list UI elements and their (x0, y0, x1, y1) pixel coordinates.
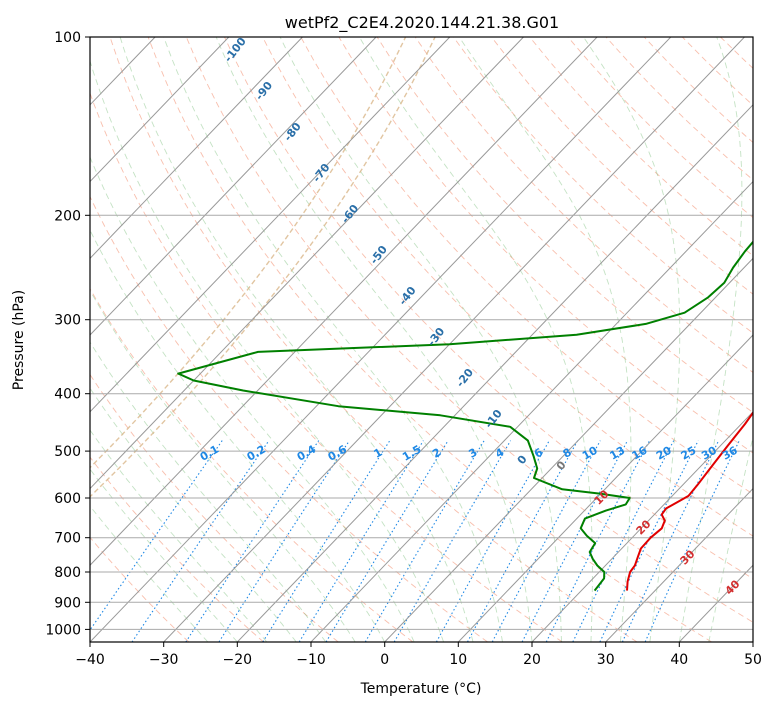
moist-adiabat-line (458, 37, 632, 642)
mixing-ratio-line (185, 440, 320, 642)
isotherm-line (457, 334, 753, 642)
y-tick-label: 700 (54, 531, 81, 547)
plot-frame (89, 36, 754, 643)
y-axis: 100 200 300 400 500 600 700 800 900 1000 (45, 30, 90, 638)
y-tick-label: 900 (54, 595, 81, 611)
mixing-ratio-line (90, 440, 223, 632)
moist-adiabat-line (90, 387, 297, 642)
moist-adiabat-line (90, 341, 327, 642)
isotherm-line (90, 37, 377, 336)
mixing-ratio-line (131, 440, 270, 642)
ice-curve-line (90, 37, 436, 498)
isotherm-line (90, 37, 524, 490)
data-series (177, 240, 753, 592)
mixing-ratio-line (218, 440, 350, 642)
moist-adiabat-line (163, 37, 503, 642)
dry-adiabat-line (90, 195, 488, 642)
x-tick-label: −20 (223, 652, 253, 668)
mixing-ratio-line (364, 440, 485, 642)
isotherm-line (384, 257, 753, 642)
moist-adiabat-line (215, 37, 533, 642)
isotherm-line (531, 411, 753, 642)
ice-curve-line (90, 37, 407, 469)
background-reference-lines (90, 37, 753, 642)
dry-adiabat-line (414, 37, 753, 373)
moist-adiabat-line (359, 37, 593, 642)
isotherm-line (605, 487, 753, 642)
mixing-ratio-line (644, 440, 740, 642)
x-tick-label: 0 (380, 652, 389, 668)
y-tick-label: 200 (54, 208, 81, 224)
mixing-ratio-line (491, 440, 601, 642)
moist-adiabat-line (90, 289, 356, 642)
dry-adiabat-line (90, 456, 264, 642)
mixing-ratio-line (298, 440, 424, 642)
moist-adiabat-line (90, 59, 445, 642)
moist-adiabat-line (708, 434, 753, 642)
mixing-ratio-line (262, 440, 391, 642)
x-tick-label: 40 (670, 652, 688, 668)
dry-adiabat-line (185, 37, 753, 623)
y-tick-label: 600 (54, 491, 81, 507)
y-tick-label: 500 (54, 444, 81, 460)
x-axis: −40 −30 −20 −10 0 10 20 30 40 50 (75, 642, 762, 668)
moist-adiabat-line (90, 429, 268, 642)
x-tick-label: −40 (75, 652, 105, 668)
x-tick-label: −10 (296, 652, 326, 668)
dry-adiabat-line (147, 37, 712, 642)
grid-lines (90, 37, 753, 642)
y-tick-label: 400 (54, 387, 81, 403)
x-tick-label: 10 (449, 652, 467, 668)
x-tick-label: 30 (597, 652, 615, 668)
y-axis-title: Pressure (hPa) (11, 290, 27, 390)
x-tick-label: 50 (744, 652, 762, 668)
isotherm-line (310, 180, 753, 642)
mixing-ratio-line (599, 440, 699, 642)
isotherm-line (90, 37, 672, 642)
y-tick-label: 1000 (45, 622, 81, 638)
temperature-profile-line (626, 411, 753, 591)
moist-adiabat-line (90, 468, 238, 642)
mixing-ratio-line (467, 440, 579, 642)
moist-adiabat-line (583, 37, 681, 642)
dry-adiabat-line (90, 91, 563, 642)
isotherm-line (90, 37, 303, 260)
moist-adiabat-line (90, 229, 386, 642)
isotherm-line (236, 104, 753, 642)
chart-title: wetPf2_C2E4.2020.144.21.38.G01 (285, 13, 559, 33)
isotherm-line (163, 37, 745, 642)
moist-adiabat-line (678, 37, 743, 642)
isotherm-line (90, 37, 230, 183)
x-tick-label: 20 (523, 652, 541, 668)
y-tick-label: 100 (54, 30, 81, 46)
mixing-ratio-line (572, 440, 675, 642)
y-tick-label: 800 (54, 565, 81, 581)
y-tick-label: 300 (54, 313, 81, 329)
dry-adiabat-line (109, 37, 638, 642)
mixing-ratio-line (325, 440, 449, 642)
isotherm-line (90, 37, 451, 413)
x-tick-label: −30 (149, 652, 179, 668)
mixing-ratio-line (435, 440, 550, 642)
dry-adiabat-line (376, 37, 753, 413)
moist-adiabat-line (119, 37, 474, 642)
x-axis-title: Temperature (°C) (360, 681, 482, 697)
dry-adiabat-line (453, 37, 753, 334)
moist-adiabat-line (279, 37, 562, 642)
dewpoint-profile-line (177, 240, 753, 592)
dry-adiabat-line (491, 37, 753, 295)
isotherm-line (90, 37, 598, 566)
